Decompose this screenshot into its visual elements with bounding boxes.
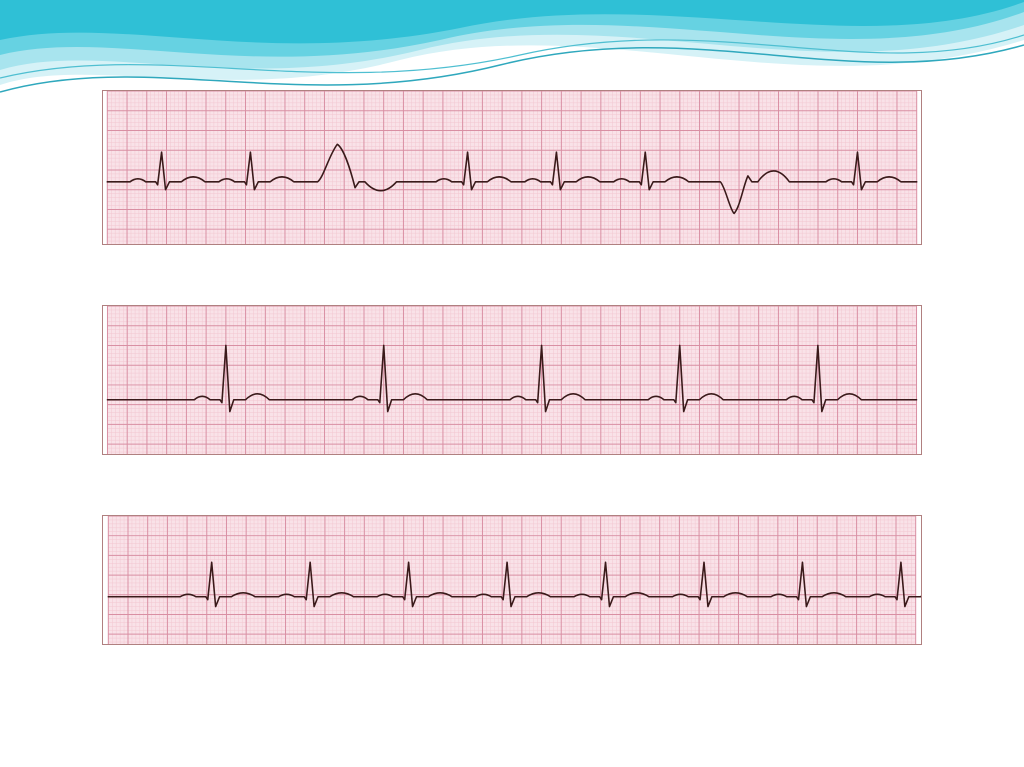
ecg-strip-3 (102, 515, 922, 645)
ecg-strip-1 (102, 90, 922, 245)
ecg-strip-2 (102, 305, 922, 455)
ecg-strips-container (102, 90, 922, 705)
slide (0, 0, 1024, 767)
